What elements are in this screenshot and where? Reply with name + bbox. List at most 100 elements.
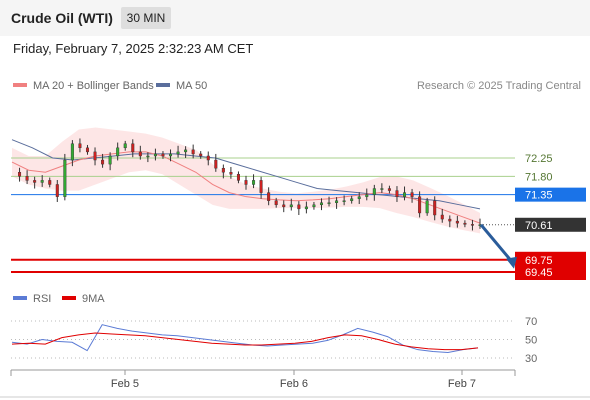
candle-body [387,188,391,191]
ma20-swatch [13,83,27,88]
candle-body [244,180,248,185]
legend-ma50: MA 50 [156,80,207,92]
candle-body [418,196,422,214]
pivot-tag [515,187,586,202]
candle-body [282,204,286,208]
candle-body [335,200,339,203]
candle-body [304,206,308,210]
legend-ma20: MA 20 + Bollinger Bands [13,80,154,92]
candle-body [252,180,256,185]
candle-body [214,159,218,169]
legend-ma50-label: MA 50 [176,80,208,92]
candle-body [48,180,52,185]
rsi-ma9-line [11,332,479,351]
candle-body [357,196,361,199]
instrument-title: Crude Oil (WTI) [11,10,113,26]
candle-body [236,174,240,181]
candle-body [146,155,150,158]
candle-body [116,147,120,157]
candle-body [267,192,271,201]
legend-ma9-label: 9MA [82,293,105,305]
candle-body [191,149,195,155]
candle-body [319,202,323,206]
candle-body [25,176,29,181]
candle-body [297,204,301,210]
legend-rsi: RSI [13,293,51,305]
candle-body [123,143,127,149]
candle-body [108,155,112,165]
candle-body [395,190,399,197]
candle-body [18,172,22,177]
candle-body [372,188,376,195]
candle-body [184,149,188,153]
candle-body [259,180,263,193]
candle-body [350,198,354,201]
candle-body [410,192,414,197]
timeframe-button[interactable]: 30 MIN [121,7,171,29]
candle-body [342,200,346,202]
candle-body [153,153,157,157]
support-label: 69.45 [525,267,553,279]
legend-ma9: 9MA [62,293,105,305]
ma9-swatch [62,296,76,301]
ma20-line [11,151,481,224]
current-price-tag [515,217,586,232]
candle-body [63,159,67,197]
ma50-line [11,139,481,210]
candle-body [229,172,233,175]
candle-body [33,180,37,183]
candle-body [365,194,369,197]
candle-body [85,147,89,153]
candle-body [70,143,74,161]
candle-body [40,180,44,183]
candle-body [380,188,384,190]
x-tick-label: Feb 5 [111,378,139,390]
candle-body [327,202,331,204]
ma50-swatch [156,83,170,88]
legend-rsi-label: RSI [33,293,52,305]
candle-body [161,153,165,157]
rsi-tick-label: 30 [525,353,537,365]
candle-body [131,143,135,153]
candle-body [455,220,459,224]
candle-body [470,224,474,226]
chart-datetime: Friday, February 7, 2025 2:32:23 AM CET [13,41,254,56]
candle-body [78,143,82,149]
rsi-tick-label: 70 [525,316,537,328]
candle-body [199,153,203,157]
candle-body [93,151,97,161]
resistance-label: 72.25 [525,153,553,165]
support-label: 69.75 [525,255,553,267]
candle-body [274,200,278,206]
current-price-label: 70.61 [525,220,553,232]
candle-body [463,222,467,225]
candle-body [448,218,452,222]
rsi-tick-label: 50 [525,335,537,347]
candle-body [433,200,437,216]
candle-body [176,151,180,155]
candle-body [55,184,59,197]
candle-body [403,192,407,197]
candle-body [425,200,429,214]
chart-header: Crude Oil (WTI) 30 MIN [0,0,590,36]
legend-ma20-label: MA 20 + Bollinger Bands [33,80,154,92]
bollinger-band [12,127,480,234]
candle-body [221,167,225,173]
pivot-label: 71.35 [525,190,553,202]
candle-body [138,151,142,157]
candle-body [101,159,105,165]
resistance-label: 71.80 [525,171,553,183]
rsi-swatch [13,296,27,301]
forecast-arrow-shaft [479,223,514,263]
x-tick-label: Feb 7 [448,378,476,390]
candle-body [206,155,210,161]
forecast-arrow-head [506,256,517,269]
candle-body [312,204,316,208]
support-tag [515,251,586,280]
candle-body [440,214,444,220]
candle-body [289,204,293,208]
x-tick-label: Feb 6 [280,378,308,390]
candle-body [169,153,173,157]
rsi-line [11,324,479,353]
